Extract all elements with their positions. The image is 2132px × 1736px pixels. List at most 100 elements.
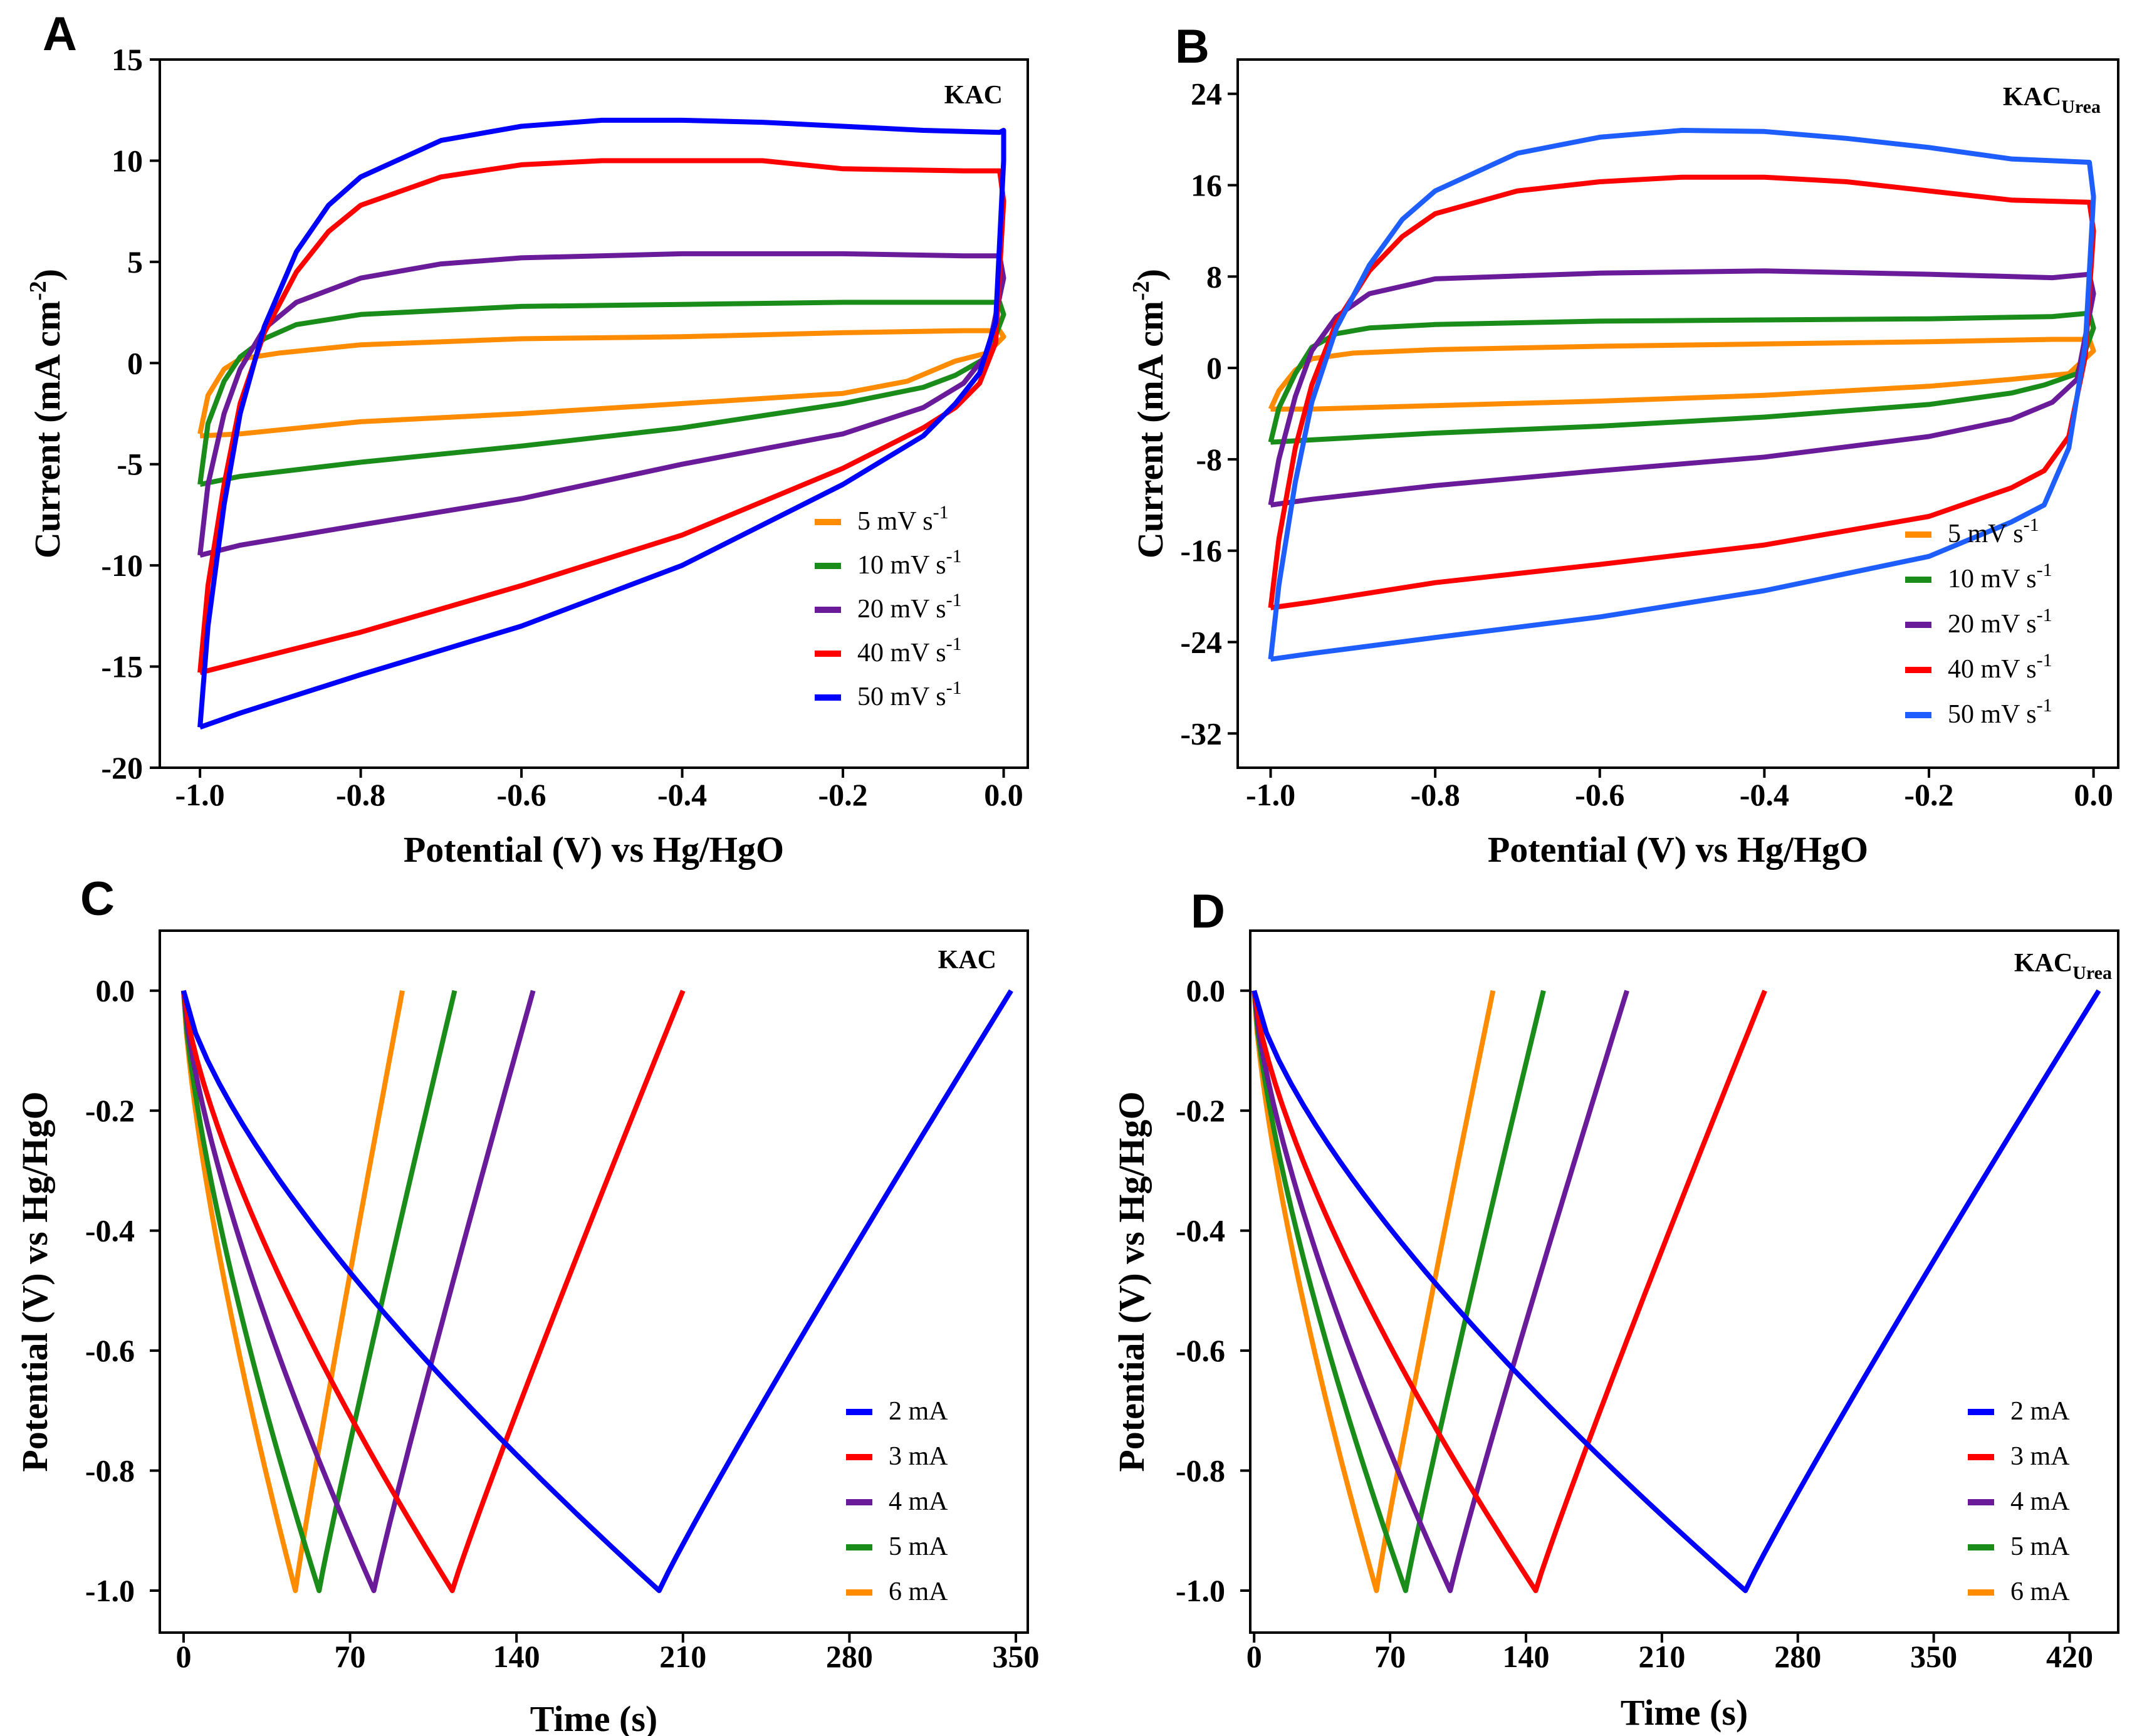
legend-label-sup: -1 (2037, 695, 2052, 716)
x-axis-label: Potential (V) vs Hg/HgO (1488, 829, 1868, 870)
plot-frame (159, 58, 1029, 769)
y-axis-label: Potential (V) vs Hg/HgO (1111, 1091, 1152, 1472)
legend-label-main: 20 mV s (857, 595, 946, 624)
panel-D: D 0 70 140 210 280 350 420 -1.0 -0.8 -0.6 -0.4 -0.2 0… (1111, 885, 2119, 1733)
y-axis-label-main: Potential (V) vs Hg/HgO (14, 1091, 55, 1472)
legend-label-sup: -1 (946, 634, 962, 654)
x-tick-label: -0.8 (336, 777, 385, 812)
legend-label: 40 mV s-1 (1948, 650, 2052, 684)
y-tick-label: 16 (1191, 167, 1222, 202)
y-tick-label: -32 (1180, 716, 1222, 751)
y-tick-label: 0 (1206, 350, 1222, 385)
x-tick-label: 350 (993, 1639, 1040, 1674)
panel-title-main: KAC (944, 81, 1003, 110)
series-line-20-mV-s (1268, 268, 2096, 508)
legend-label-main: 10 mV s (1948, 565, 2037, 593)
panel-B: B -1.0 -0.8 -0.6 -0.4 -0.2 0.0 -32 -24 -16 -8 0 8 16 2… (1128, 20, 2119, 870)
y-tick-label: -8 (1196, 442, 1222, 477)
legend-label: 6 mA (2010, 1577, 2070, 1606)
y-tick-label: -10 (101, 548, 143, 583)
panel-title-main: KAC (2003, 83, 2061, 112)
legend-label: 20 mV s-1 (1948, 605, 2052, 639)
series-line-6-mA (1252, 990, 1496, 1593)
panel-title: KAC (938, 946, 996, 975)
x-tick-label: -1.0 (1246, 777, 1295, 812)
series-line-4-mA (180, 990, 536, 1593)
panel-title-sub: Urea (2072, 963, 2112, 983)
y-tick-label: -16 (1180, 533, 1222, 568)
legend-label: 5 mA (2010, 1532, 2070, 1561)
legend-label: 50 mV s-1 (857, 677, 962, 711)
x-tick-label: -0.6 (497, 777, 546, 812)
plot-frame (159, 929, 1029, 1634)
legend-label: 5 mV s-1 (1948, 515, 2039, 548)
x-tick-label: 0 (175, 1639, 191, 1674)
legend-label: 2 mA (889, 1397, 948, 1426)
panel-letter: D (1191, 885, 1225, 938)
x-tick-label: 280 (1774, 1639, 1821, 1674)
x-tick-label: -0.2 (1904, 777, 1953, 812)
legend-label-sup: -1 (2037, 605, 2052, 625)
y-tick-label: 0.0 (96, 973, 135, 1008)
legend-label-main: 2 mA (889, 1397, 948, 1426)
y-tick-label: 15 (112, 42, 143, 77)
series-line-10-mV-s (1268, 310, 2096, 445)
legend-label: 50 mV s-1 (1948, 695, 2052, 729)
y-tick-label: 24 (1191, 76, 1222, 112)
y-tick-label: -5 (117, 447, 143, 482)
legend-label: 2 mA (2010, 1397, 2070, 1426)
panel-title-main: KAC (2014, 949, 2072, 978)
plot-frame (1249, 929, 2119, 1634)
x-tick-label: -0.4 (657, 777, 707, 812)
panel-letter: A (43, 8, 77, 61)
series-line-5-mA (1252, 990, 1546, 1593)
y-tick-label: 8 (1206, 259, 1222, 294)
series-line-5-mV-s (1268, 337, 2096, 412)
panel-letter: C (80, 872, 115, 926)
legend-label-main: 5 mA (889, 1532, 948, 1561)
y-tick-label: -0.2 (85, 1093, 135, 1128)
y-tick-label: -20 (101, 750, 143, 785)
legend-label: 5 mA (889, 1532, 948, 1561)
legend-label: 10 mV s-1 (857, 546, 962, 580)
legend-label: 20 mV s-1 (857, 590, 962, 624)
y-tick-label: -15 (101, 649, 143, 684)
x-tick-label: -0.6 (1575, 777, 1624, 812)
y-axis-label-main: Current (mA cm (27, 301, 68, 558)
legend-label: 3 mA (2010, 1442, 2070, 1471)
x-tick-label: 0.0 (2074, 777, 2113, 812)
panel-title-main: KAC (938, 946, 996, 975)
legend-label-main: 6 mA (2010, 1577, 2070, 1606)
y-tick-label: -0.6 (1176, 1333, 1225, 1368)
legend-label-main: 40 mV s (857, 639, 946, 667)
y-axis-label-main: Potential (V) vs Hg/HgO (1111, 1091, 1152, 1472)
legend-label-main: 3 mA (889, 1442, 948, 1471)
legend-label-sup: -1 (946, 546, 962, 567)
legend-label-main: 6 mA (889, 1577, 948, 1606)
legend-label-main: 3 mA (2010, 1442, 2070, 1471)
y-tick-label: 0 (127, 345, 143, 380)
legend-label-main: 10 mV s (857, 551, 946, 580)
plot-frame (1236, 58, 2119, 769)
x-tick-label: 70 (1374, 1639, 1406, 1674)
legend-label: 10 mV s-1 (1948, 560, 2052, 593)
x-tick-label: 0 (1246, 1639, 1262, 1674)
series-line-3-mA (1252, 990, 1767, 1593)
legend-label: 40 mV s-1 (857, 634, 962, 667)
y-tick-label: -1.0 (1176, 1573, 1225, 1608)
series-line-3-mA (180, 990, 686, 1593)
y-tick-label: 5 (127, 244, 143, 280)
y-tick-label: -0.4 (1176, 1213, 1225, 1248)
x-tick-label: 210 (659, 1639, 706, 1674)
y-axis-label: Current (mA cm-2) (1128, 269, 1171, 558)
legend-label-sup: -1 (2037, 560, 2052, 580)
legend-label-main: 50 mV s (1948, 700, 2037, 729)
legend-label-main: 2 mA (2010, 1397, 2070, 1426)
y-tick-label: 10 (112, 143, 143, 178)
panel-title-sub: Urea (2061, 97, 2101, 117)
y-axis-label: Current (mA cm-2) (25, 269, 68, 558)
panel-A: A -1.0 -0.8 -0.6 -0.4 -0.2 0.0 -20 -15 -10 -5 0 5 10 1… (25, 8, 1029, 870)
series-line-40-mV-s (197, 158, 1006, 676)
